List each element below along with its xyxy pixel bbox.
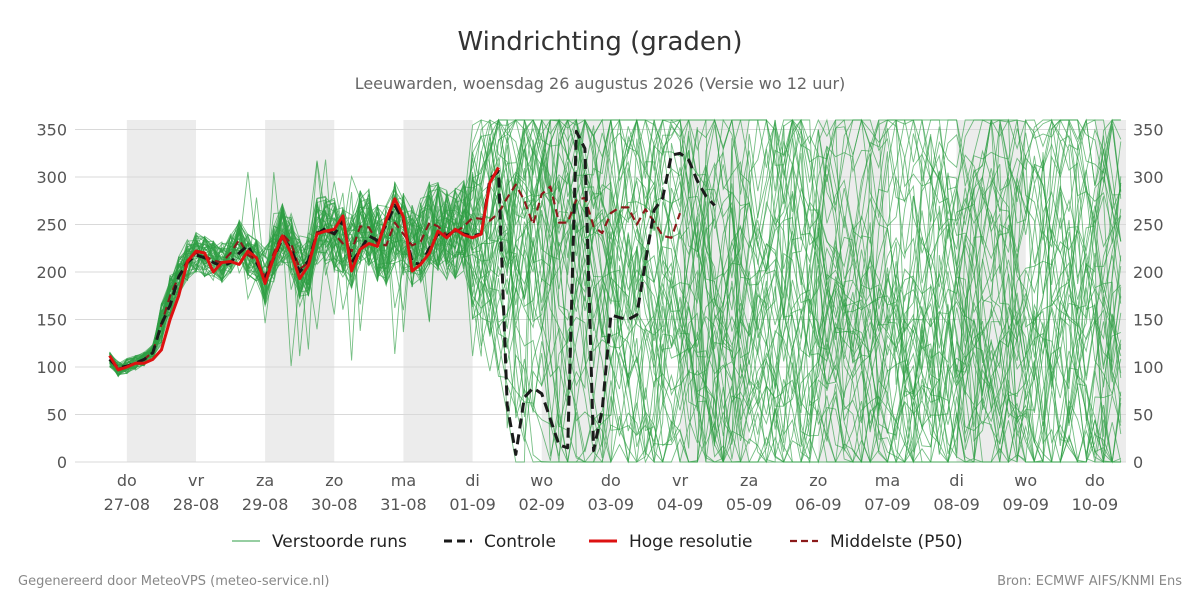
x-tick-date: 04-09: [657, 495, 704, 514]
x-tick-date: 07-09: [864, 495, 911, 514]
legend-label: Verstoorde runs: [272, 532, 407, 552]
series-line-hoge-resolutie: [108, 166, 500, 372]
x-tick-day: do: [117, 471, 137, 490]
x-tick-date: 28-08: [173, 495, 220, 514]
x-tick-day: zo: [809, 471, 827, 490]
x-tick-date: 02-09: [518, 495, 565, 514]
x-tick-day: di: [949, 471, 964, 490]
x-tick-date: 27-08: [104, 495, 151, 514]
ensemble-member-line: [109, 136, 1122, 464]
footer-source: Bron: ECMWF AIFS/KNMI Ens: [997, 574, 1182, 589]
x-tick-day: wo: [530, 471, 553, 490]
ensemble-member-line: [109, 119, 1122, 463]
y-tick-label-right: 200: [1133, 263, 1164, 282]
y-tick-label-left: 100: [36, 358, 67, 377]
ensemble-member-line: [109, 119, 1122, 463]
x-tick-day: zo: [325, 471, 343, 490]
x-tick-day: za: [740, 471, 758, 490]
y-tick-label-left: 150: [36, 311, 67, 330]
x-tick-day: ma: [391, 471, 416, 490]
y-tick-label-left: 50: [47, 406, 67, 425]
ensemble-member-line: [109, 119, 1121, 463]
x-tick-day: za: [256, 471, 274, 490]
y-tick-label-right: 250: [1133, 216, 1164, 235]
ensemble-member-line: [109, 119, 1122, 464]
y-axis-left: 0 50 100 150 200 250 300 350: [36, 121, 67, 473]
ensemble-member-line: [109, 119, 1122, 463]
x-tick-date: 30-08: [311, 495, 358, 514]
ensemble-member-line: [109, 119, 1121, 464]
y-tick-label-right: 350: [1133, 121, 1164, 140]
x-tick-day: wo: [1014, 471, 1037, 490]
y-tick-label-left: 300: [36, 168, 67, 187]
y-tick-label-right: 300: [1133, 168, 1164, 187]
y-tick-label-right: 150: [1133, 311, 1164, 330]
x-tick-date: 03-09: [588, 495, 635, 514]
x-tick-date: 06-09: [795, 495, 842, 514]
shaded-day-0: [126, 120, 197, 462]
x-axis: do 27-08 vr 28-08 za 29-08 zo 30-08 ma 31-08 di 01-…: [104, 471, 1119, 514]
x-tick-date: 05-09: [726, 495, 773, 514]
x-tick-day: di: [465, 471, 480, 490]
x-tick-date: 08-09: [933, 495, 980, 514]
y-tick-label-left: 350: [36, 121, 67, 140]
y-tick-label-right: 50: [1133, 406, 1153, 425]
ensemble-member-line: [109, 118, 1122, 463]
x-tick-day: do: [1085, 471, 1105, 490]
y-tick-label-left: 250: [36, 216, 67, 235]
y-tick-label-right: 100: [1133, 358, 1164, 377]
x-tick-date: 10-09: [1072, 495, 1119, 514]
legend-label: Middelste (P50): [830, 532, 963, 552]
x-tick-date: 01-09: [449, 495, 496, 514]
y-tick-label-left: 0: [57, 453, 67, 472]
chart-subtitle: Leeuwarden, woensdag 26 augustus 2026 (V…: [355, 74, 846, 93]
legend: Verstoorde runs Controle Hoge resolutie Mid…: [232, 532, 963, 552]
x-tick-day: vr: [672, 471, 688, 490]
y-axis-right: 0 50 100 150 200 250 300 350: [1133, 121, 1164, 473]
main-series-lines: [108, 129, 716, 456]
x-tick-date: 29-08: [242, 495, 289, 514]
y-tick-label-right: 0: [1133, 453, 1143, 472]
ensemble-member-line: [109, 119, 1122, 418]
x-tick-date: 09-09: [1002, 495, 1049, 514]
legend-label: Controle: [484, 532, 556, 552]
shaded-day-2: [403, 120, 473, 462]
ensemble-member-line: [109, 119, 1122, 463]
footer-generated-by: Gegenereerd door MeteoVPS (meteo-service…: [18, 574, 329, 589]
y-tick-label-left: 200: [36, 263, 67, 282]
x-tick-day: vr: [188, 471, 204, 490]
x-tick-day: ma: [875, 471, 900, 490]
legend-label: Hoge resolutie: [629, 532, 753, 552]
chart-title: Windrichting (graden): [457, 27, 742, 57]
x-tick-date: 31-08: [380, 495, 427, 514]
x-tick-day: do: [601, 471, 621, 490]
